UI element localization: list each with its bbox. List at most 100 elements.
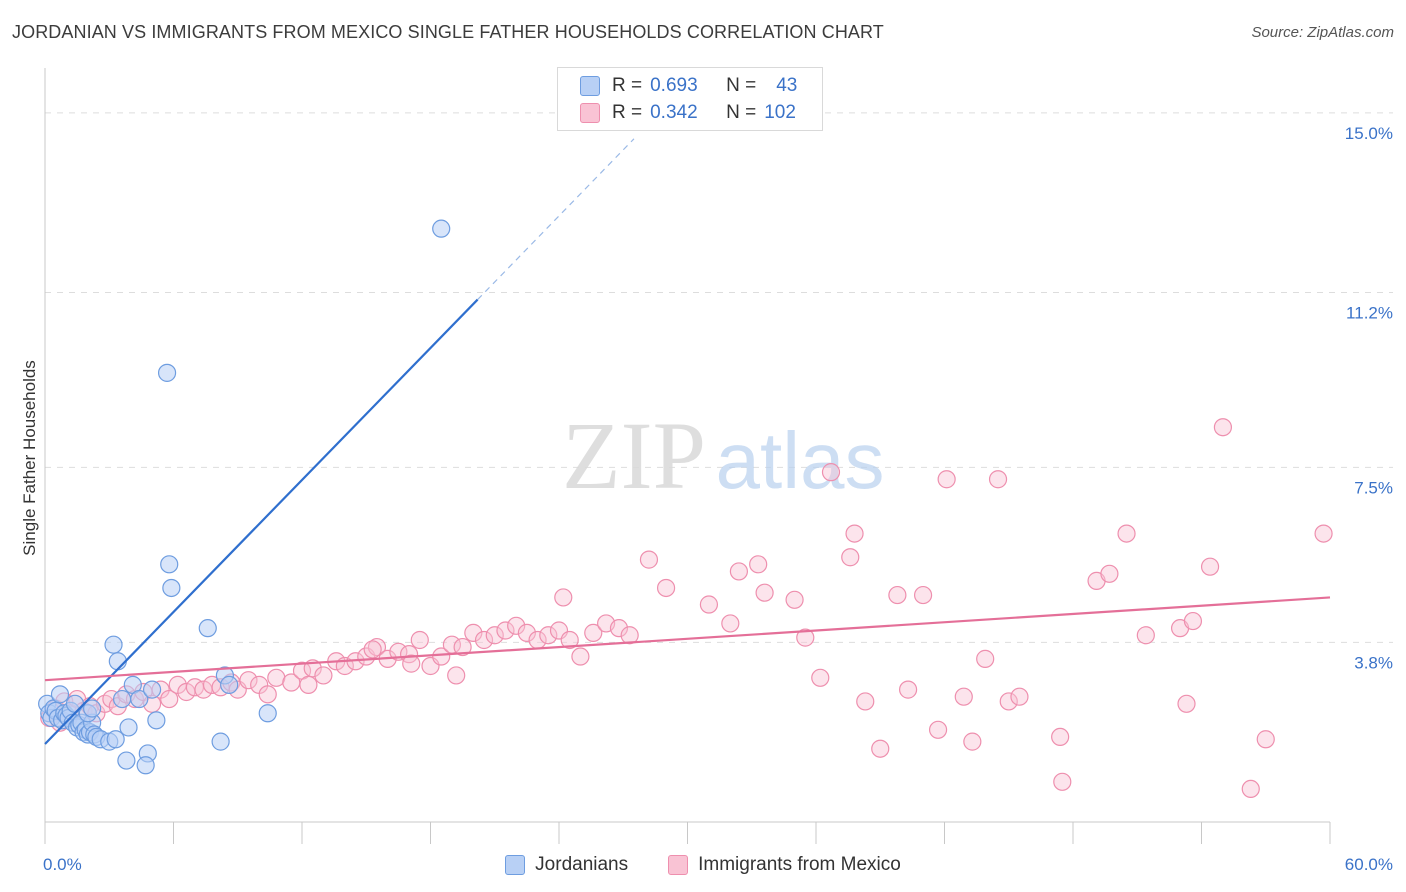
mexico-point	[402, 654, 421, 673]
mexico-point	[539, 626, 558, 645]
source-label: Source: ZipAtlas.com	[1251, 24, 1394, 41]
mexico-point	[160, 689, 179, 709]
mexico-point	[485, 626, 504, 645]
jordanians-point	[130, 689, 149, 709]
mexico-point	[584, 623, 603, 642]
mexico-point	[447, 666, 466, 685]
y-tick-label: 15.0%	[1345, 124, 1393, 143]
mexico-point	[1177, 694, 1196, 713]
watermark-atlas: atlas	[716, 416, 885, 505]
legend-swatch-jordanians	[505, 855, 526, 875]
legend-n-value: 102	[764, 102, 796, 123]
mexico-point	[560, 630, 579, 650]
legend-swatch-jordanians	[580, 76, 600, 96]
jordanians-point	[119, 718, 138, 737]
x-tick-label-min: 0.0%	[43, 855, 82, 874]
jordanians-point	[162, 578, 181, 598]
mexico-point	[464, 623, 483, 642]
mexico-point	[1010, 687, 1029, 706]
legend-n-label: N =	[726, 75, 757, 96]
mexico-point	[299, 675, 318, 694]
mexico-point	[507, 616, 526, 635]
mexico-point	[755, 583, 774, 602]
mexico-point	[796, 628, 815, 647]
mexico-point	[410, 630, 429, 650]
legend-r-value: 0.342	[650, 102, 698, 123]
mexico-point	[1256, 730, 1275, 749]
mexico-point	[1051, 727, 1070, 746]
mexico-point	[1183, 611, 1203, 631]
mexico-point	[937, 470, 956, 489]
series-legend: Jordanians Immigrants from Mexico	[0, 852, 1406, 878]
y-tick-label: 3.8%	[1354, 653, 1393, 672]
mexico-point	[888, 585, 907, 605]
jordanians-point	[147, 711, 166, 730]
legend-swatch-mexico	[668, 855, 689, 875]
y-tick-label: 11.2%	[1346, 303, 1393, 322]
mexico-point	[845, 524, 864, 543]
mexico-point	[239, 671, 258, 690]
mexico-point	[554, 588, 573, 607]
legend-row-jordanians: R = 0.693 N = 43	[580, 74, 797, 98]
mexico-point	[314, 666, 333, 685]
tick-labels: 3.8% 7.5% 11.2% 15.0% 0.0% 60.0%	[43, 124, 1393, 874]
jordanians-point	[220, 675, 239, 694]
legend-n-label: N =	[726, 102, 757, 123]
mexico-point	[496, 621, 515, 640]
mexico-point	[856, 692, 875, 711]
mexico-point	[656, 578, 676, 598]
jordanians-point	[83, 699, 102, 718]
jordanians-point	[136, 756, 155, 775]
mexico-point	[609, 619, 629, 638]
jordanians-point	[198, 619, 217, 638]
watermark-zip: ZIP	[562, 402, 706, 509]
mexico-point	[267, 668, 286, 687]
jordanians-point	[160, 555, 179, 574]
mexico-point	[988, 470, 1008, 489]
mexico-point	[976, 649, 995, 668]
watermark: ZIP atlas	[562, 402, 884, 509]
legend-r-label: R =	[612, 75, 643, 96]
jordanians-point	[432, 219, 451, 238]
mexico-point	[871, 739, 890, 758]
gridlines	[45, 112, 1393, 643]
mexico-point	[432, 647, 451, 666]
legend-item-jordanians[interactable]: Jordanians	[505, 854, 628, 876]
jordanians-trend-extension	[477, 138, 635, 300]
mexico-point	[620, 626, 639, 645]
mexico-point	[363, 640, 382, 659]
legend-label-mexico: Immigrants from Mexico	[698, 854, 901, 875]
mexico-point	[721, 614, 740, 633]
mexico-point	[1200, 557, 1220, 576]
mexico-point	[1117, 524, 1136, 543]
mexico-point	[841, 548, 860, 567]
mexico-point	[811, 668, 830, 687]
jordanians-point	[117, 751, 136, 770]
jordanians-point	[112, 689, 132, 709]
mexico-point	[729, 562, 749, 581]
mexico-point	[963, 732, 982, 751]
jordanians-point	[50, 685, 70, 704]
jordanians-point	[157, 363, 177, 382]
legend-r-label: R =	[612, 102, 643, 123]
jordanians-point	[142, 680, 162, 699]
mexico-point	[1314, 524, 1333, 543]
mexico-trend-line	[44, 596, 1331, 682]
mexico-point	[898, 680, 918, 699]
series-jordanians-points	[38, 219, 451, 775]
legend-item-mexico[interactable]: Immigrants from Mexico	[668, 854, 901, 876]
mexico-point	[785, 590, 804, 609]
trend-lines	[44, 138, 1331, 745]
mexico-point	[954, 687, 973, 706]
legend-swatch-mexico	[580, 103, 600, 123]
mexico-point	[1136, 626, 1155, 645]
chart-title: JORDANIAN VS IMMIGRANTS FROM MEXICO SING…	[12, 22, 884, 42]
x-tick-label-max: 60.0%	[1345, 855, 1393, 874]
jordanians-point	[104, 635, 123, 654]
mexico-point	[474, 630, 494, 650]
mexico-point	[453, 637, 472, 657]
mexico-point	[258, 685, 277, 704]
mexico-point	[913, 585, 933, 605]
mexico-point	[699, 595, 719, 614]
